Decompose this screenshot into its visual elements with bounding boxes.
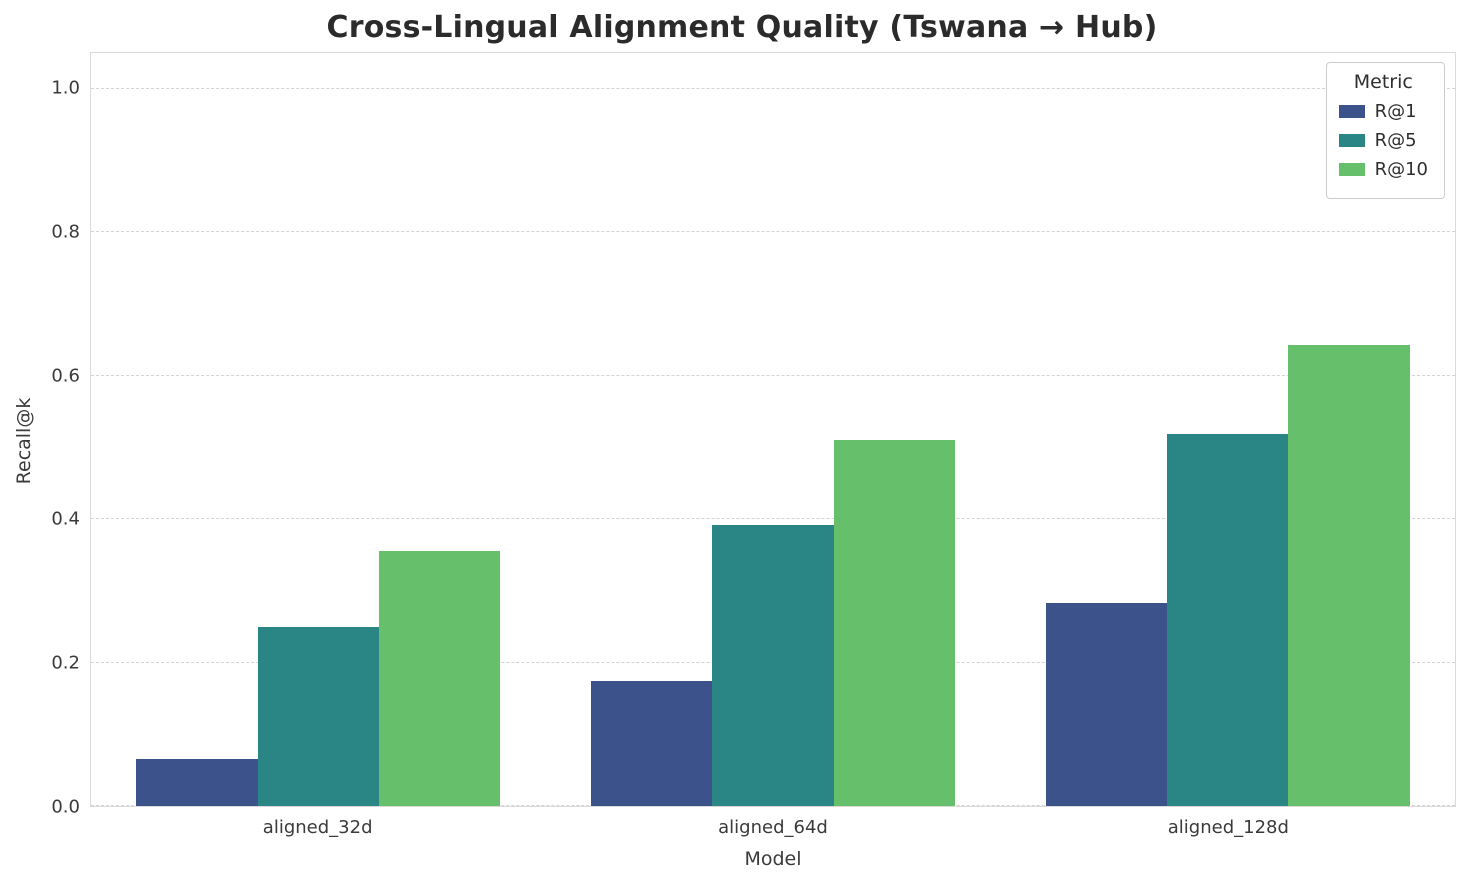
legend-item: R@1	[1338, 101, 1428, 122]
gridline	[91, 518, 1455, 520]
x-axis-label: Model	[744, 848, 802, 870]
y-tick-label: 0.8	[51, 221, 80, 243]
gridline	[91, 374, 1455, 376]
bar	[1288, 344, 1410, 806]
legend-label: R@10	[1374, 159, 1428, 180]
bar-groups	[91, 53, 1455, 806]
plot-area: Metric R@1 R@5 R@10	[90, 52, 1456, 807]
y-tick-label: 0.2	[51, 652, 80, 674]
legend-label: R@5	[1374, 130, 1417, 151]
chart-title: Cross-Lingual Alignment Quality (Tswana …	[326, 10, 1158, 45]
legend-title: Metric	[1353, 71, 1413, 93]
bar	[712, 524, 834, 806]
legend-items: R@1 R@5 R@10	[1338, 101, 1428, 180]
y-tick-label: 1.0	[51, 77, 80, 99]
legend-item: R@5	[1338, 130, 1428, 151]
legend-swatch-icon	[1338, 134, 1365, 147]
bar	[136, 759, 258, 806]
x-tick-label: aligned_32d	[262, 817, 373, 838]
bar	[1045, 603, 1168, 806]
gridline	[91, 87, 1455, 89]
legend: Metric R@1 R@5 R@10	[1325, 62, 1445, 199]
bar	[378, 550, 501, 806]
bar-group	[546, 53, 1001, 806]
bar	[591, 680, 713, 806]
bar	[833, 440, 955, 806]
legend-swatch-icon	[1338, 105, 1365, 118]
bar	[1167, 433, 1289, 806]
legend-swatch-icon	[1338, 163, 1365, 176]
y-tick-label: 0.4	[51, 508, 80, 530]
bar-group	[91, 53, 546, 806]
gridline	[91, 231, 1455, 233]
y-axis-label: Recall@k	[13, 397, 35, 485]
bar-group	[1000, 53, 1455, 806]
y-tick-label: 0.0	[51, 796, 80, 818]
legend-item: R@10	[1338, 159, 1428, 180]
x-tick-label: aligned_64d	[718, 817, 828, 838]
legend-label: R@1	[1374, 101, 1417, 122]
bar	[257, 627, 379, 806]
y-tick-label: 0.6	[51, 365, 80, 387]
x-tick-label: aligned_128d	[1167, 817, 1289, 838]
